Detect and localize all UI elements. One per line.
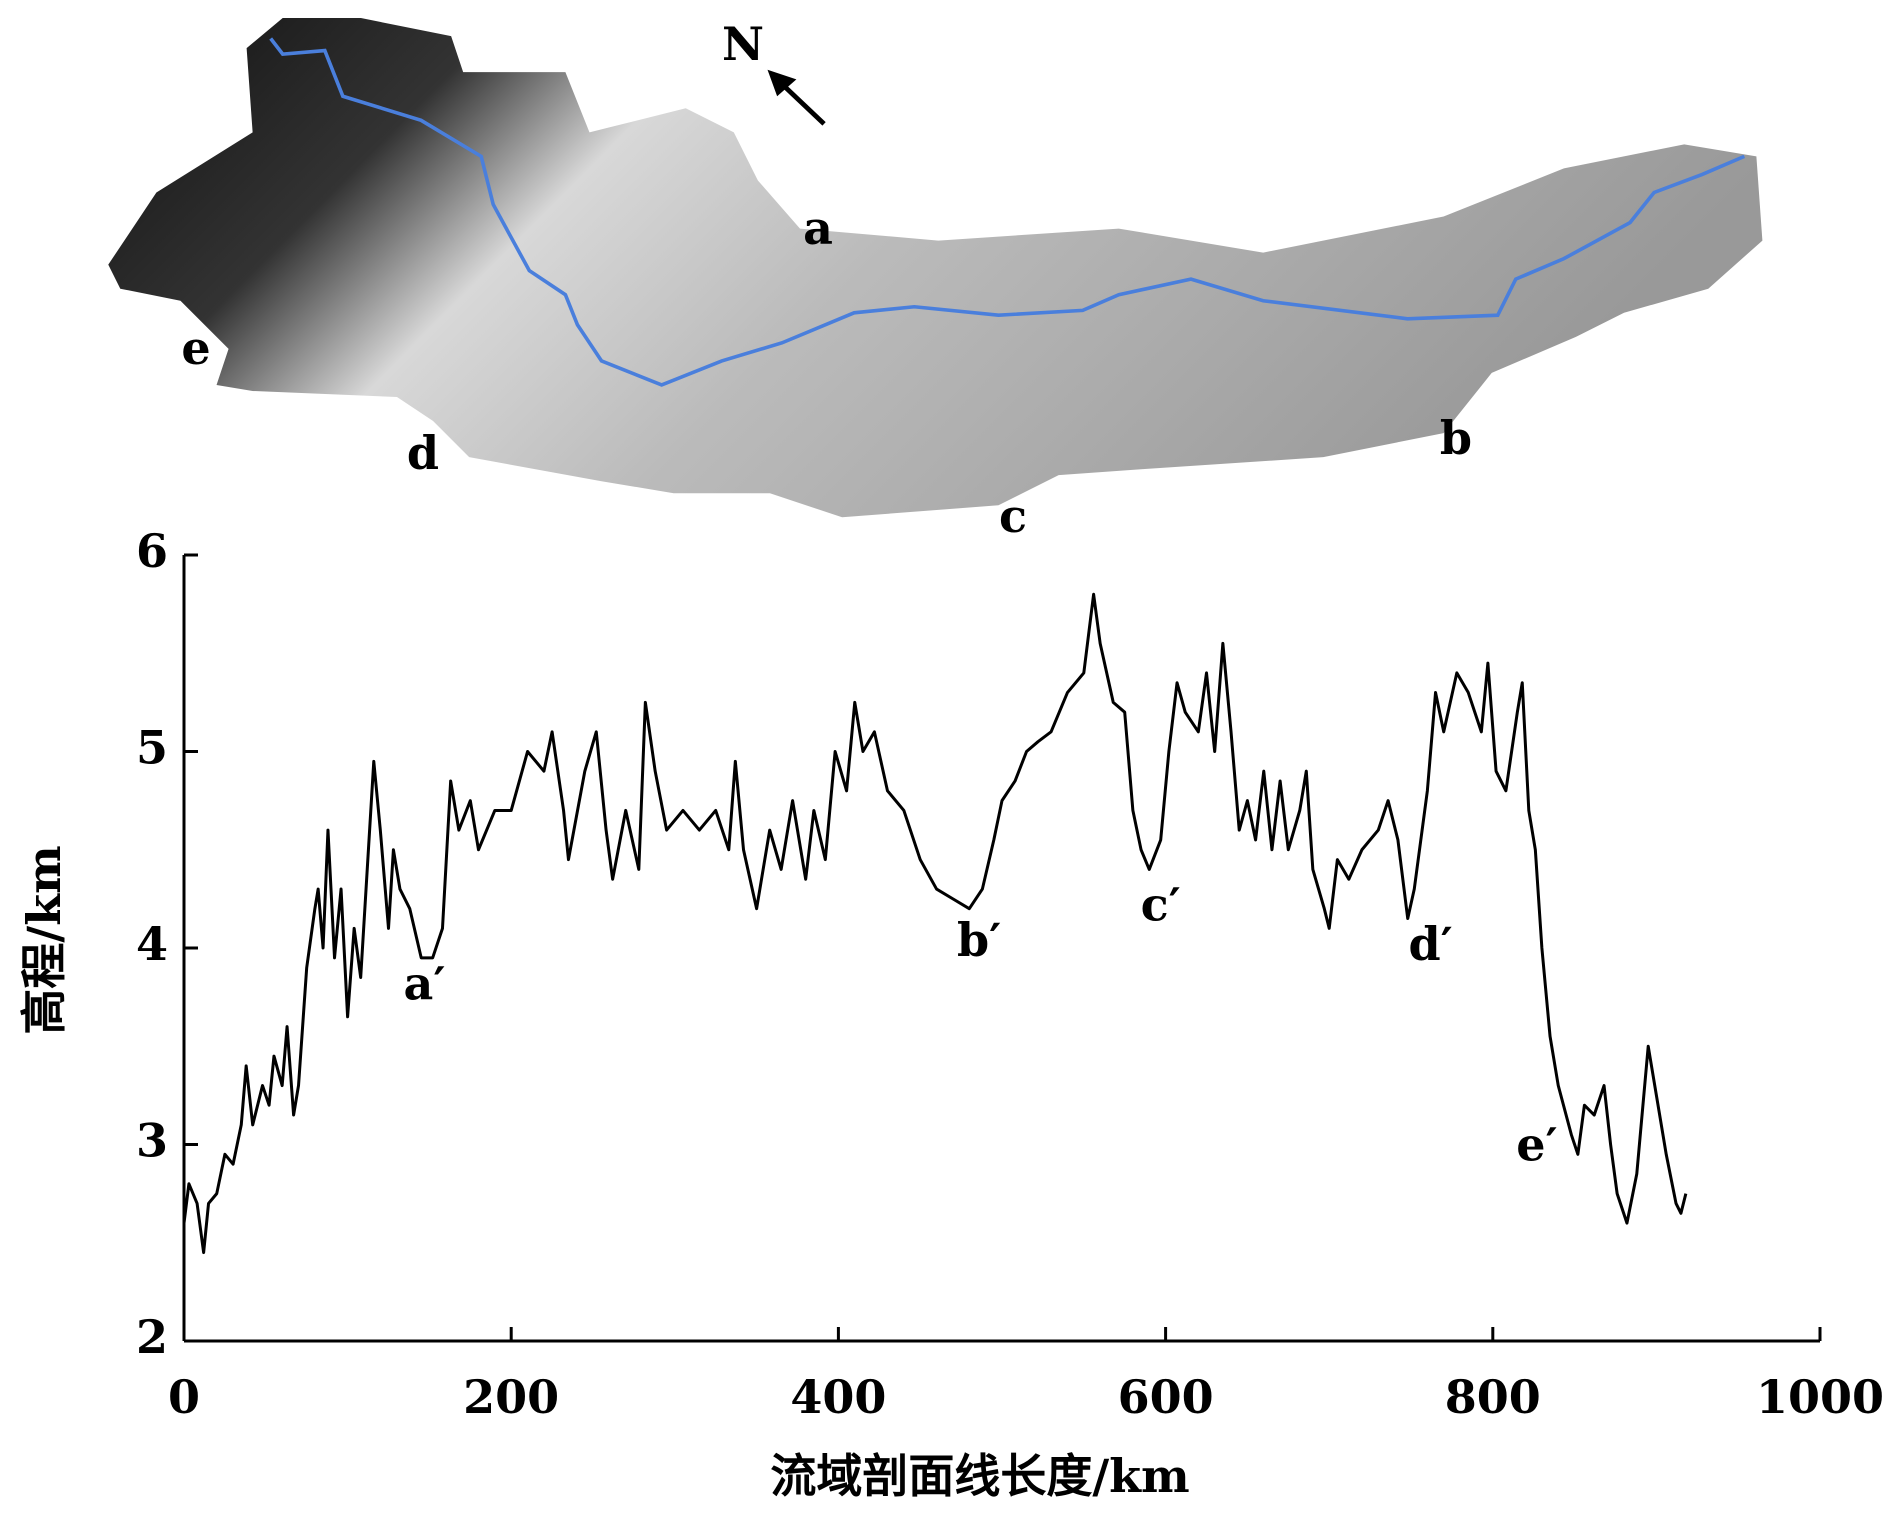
- north-arrow-head: [767, 69, 797, 97]
- x-tick-label: 400: [790, 1370, 886, 1424]
- x-tick-label: 200: [463, 1370, 559, 1424]
- map: [108, 18, 1763, 518]
- basin: [108, 18, 1763, 518]
- map-label: e: [181, 321, 210, 375]
- annotation: c′: [1141, 878, 1181, 932]
- x-axis-title: 流域剖面线长度/km: [770, 1449, 1189, 1503]
- annotation: a′: [404, 956, 446, 1010]
- river: [269, 37, 1746, 387]
- north-arrow: [777, 80, 826, 126]
- annotation: e′: [1516, 1117, 1557, 1171]
- x-tick-label: 1000: [1756, 1370, 1884, 1424]
- y-tick-label: 2: [136, 1310, 168, 1364]
- north-label: N: [722, 17, 764, 71]
- y-tick-label: 6: [136, 524, 168, 578]
- x-tick-label: 600: [1118, 1370, 1214, 1424]
- map-label: c: [999, 489, 1027, 543]
- annotation: b′: [957, 913, 1001, 967]
- y-tick-label: 3: [136, 1114, 168, 1168]
- elevation-line: [182, 592, 1688, 1255]
- x-tick-label: 0: [168, 1370, 200, 1424]
- map-label: b: [1440, 411, 1472, 465]
- y-axis-title: 高程/km: [17, 845, 71, 1034]
- annotation: d′: [1408, 917, 1452, 971]
- map-label: a: [803, 201, 833, 255]
- y-tick-label: 5: [136, 721, 168, 775]
- x-tick-label: 800: [1445, 1370, 1541, 1424]
- map-label: d: [407, 426, 439, 480]
- y-tick-label: 4: [136, 917, 168, 971]
